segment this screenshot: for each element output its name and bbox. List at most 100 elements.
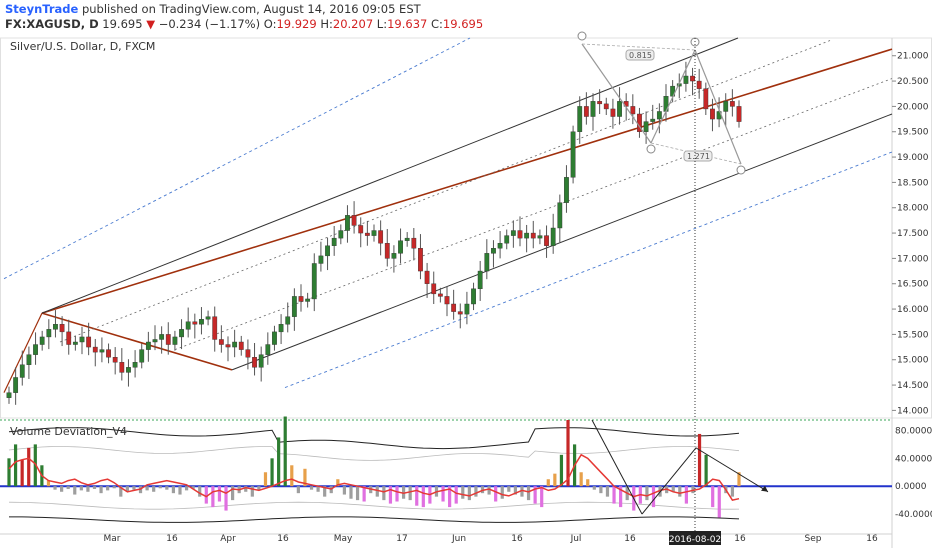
candle-body [736, 106, 742, 122]
price-tick-label: 14.500 [897, 381, 929, 391]
volume-bar [342, 486, 347, 495]
price-tick-label: 17.000 [897, 254, 929, 264]
candle-body [119, 362, 125, 373]
candle-body [66, 331, 72, 345]
volume-bar [184, 486, 189, 491]
volume-bar [461, 486, 465, 499]
candle-body [411, 237, 417, 249]
candle-body [291, 296, 297, 317]
indicator-tick-label: -40.0000 [895, 510, 932, 520]
price-tick-label: 18.000 [897, 204, 929, 214]
volume-bar [415, 486, 419, 506]
lower-inner-envelope-line [8, 501, 740, 510]
volume-bar [375, 486, 379, 497]
volume-bar [382, 486, 386, 501]
author-link[interactable]: SteynTrade [5, 2, 79, 16]
volume-bar [717, 486, 721, 518]
candle-body [192, 321, 198, 325]
candle-body [690, 75, 695, 82]
candle-body [33, 344, 38, 355]
volume-bar [211, 486, 215, 508]
close-value: 19.695 [442, 17, 484, 31]
high-label: H: [320, 17, 333, 31]
volume-bar [73, 486, 77, 495]
candle-body [272, 331, 277, 345]
volume-bar [605, 486, 610, 497]
candle-body [471, 288, 476, 305]
volume-bar [132, 486, 136, 490]
candle-body [59, 324, 65, 333]
candle-body [325, 245, 330, 257]
candle-body [72, 341, 78, 345]
ratio-label-2: 1.271 [687, 152, 710, 161]
volume-bar [355, 486, 360, 501]
pattern-point-marker [577, 31, 587, 41]
volume-bar [474, 486, 478, 497]
volume-bar [526, 486, 531, 501]
price-tick-label: 19.500 [897, 128, 929, 138]
candle-body [656, 111, 662, 120]
candle-body [92, 346, 98, 353]
volume-bar [257, 486, 261, 490]
volume-bar [704, 454, 708, 487]
volume-bar [586, 479, 590, 487]
time-tick-label: Jun [451, 534, 466, 544]
candle-body [126, 367, 131, 373]
volume-bar [13, 444, 18, 487]
candle-body [285, 316, 291, 325]
candle-body [610, 108, 616, 117]
candle-body [199, 319, 204, 325]
volume-bar [290, 465, 294, 487]
volume-bar [277, 437, 281, 487]
candle-body [6, 392, 12, 398]
volume-bar [336, 479, 340, 487]
volume-bar [158, 486, 162, 489]
candle-body [437, 293, 443, 297]
volume-bar [651, 486, 656, 508]
candle-body [491, 248, 496, 254]
indicator-pane-title: Volume Deviation_V4 [10, 425, 128, 438]
volume-bar [66, 486, 70, 489]
volume-bar [592, 486, 596, 490]
candle-body [517, 230, 523, 239]
volume-bar [224, 486, 228, 511]
candle-body [252, 357, 257, 368]
volume-bar [494, 486, 498, 502]
candle-body [378, 230, 384, 244]
close-label: C: [431, 17, 443, 31]
ratio-label-box [625, 49, 655, 61]
candle-body [683, 75, 689, 84]
price-tick-label: 19.000 [897, 153, 929, 163]
volume-bar [125, 486, 129, 492]
volume-bar [697, 433, 702, 487]
candle-body [172, 336, 178, 345]
volume-bar [46, 480, 51, 487]
candle-body [710, 108, 715, 120]
candle-body [212, 316, 218, 340]
candle-body [398, 240, 403, 254]
candle-body [643, 121, 649, 132]
volume-bar [454, 486, 458, 504]
candle-body [179, 329, 184, 338]
candle-body [451, 303, 457, 312]
volume-bar [553, 473, 557, 487]
candle-body [564, 177, 569, 203]
candle-body [384, 242, 390, 259]
volume-bar [145, 486, 149, 491]
candle-body [431, 283, 437, 295]
candle-body [404, 237, 410, 241]
volume-bar [27, 447, 31, 487]
time-tick-label: 17 [396, 534, 407, 544]
volume-bar [106, 486, 110, 491]
volume-bar [309, 486, 314, 490]
volume-bar [546, 479, 550, 487]
volume-bar [86, 486, 90, 492]
volume-bar [198, 486, 202, 497]
volume-bar [645, 486, 649, 501]
volume-bar [737, 472, 741, 487]
candle-body [371, 230, 377, 236]
candle-body [391, 253, 397, 259]
price-change: −0.234 (−1.17%) [158, 17, 261, 31]
volume-bar [303, 468, 307, 487]
